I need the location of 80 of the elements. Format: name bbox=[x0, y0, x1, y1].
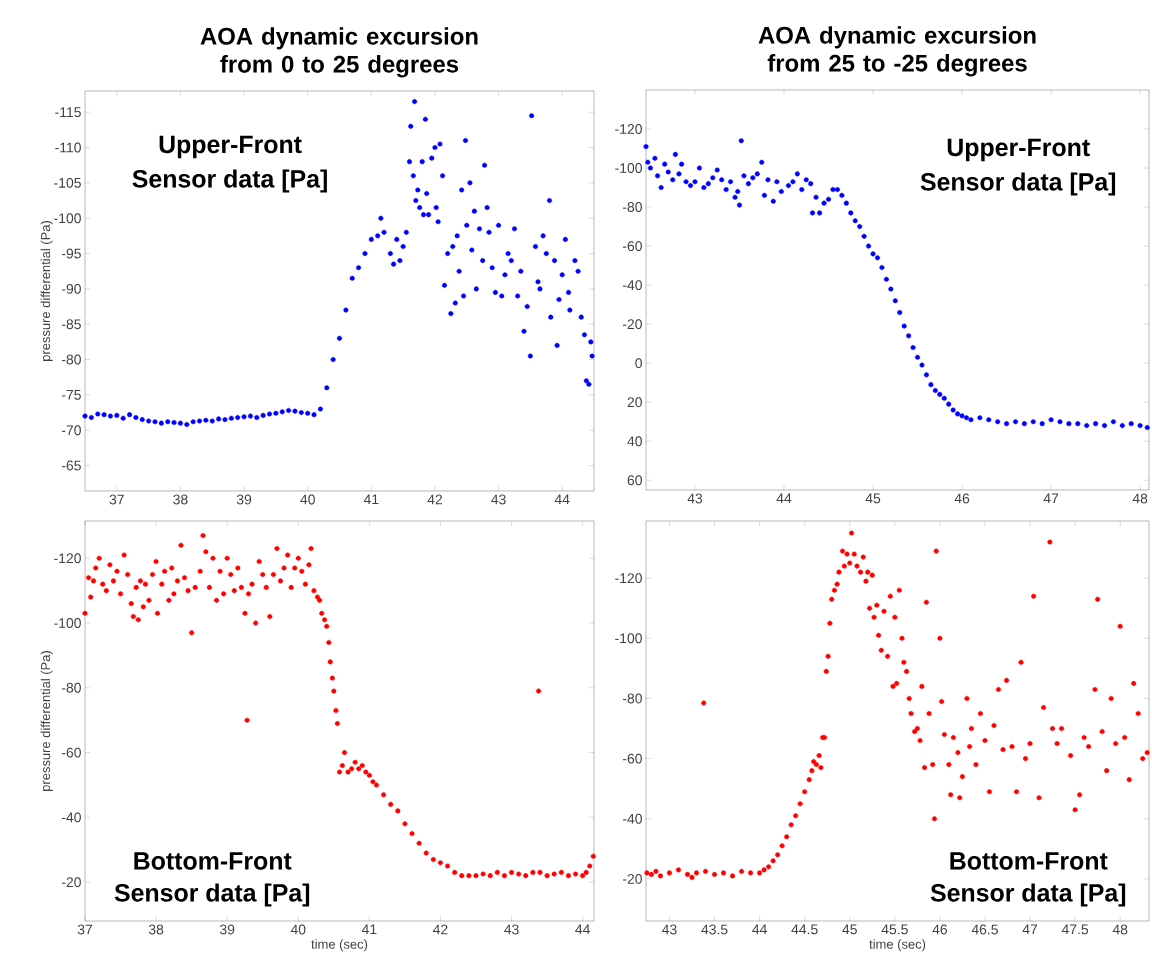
y-tick-label: -60 bbox=[622, 753, 642, 764]
y-tick-label: -20 bbox=[61, 877, 81, 888]
x-tick-label: 39 bbox=[236, 494, 252, 505]
y-tick-label: -80 bbox=[622, 693, 642, 704]
y-tick-label: -80 bbox=[61, 354, 81, 365]
y-tick-label: 40 bbox=[627, 436, 642, 447]
y-tick-label: -100 bbox=[615, 633, 642, 644]
y-tick-label: -20 bbox=[622, 319, 642, 330]
y-tick-label: -105 bbox=[54, 177, 81, 188]
annotation: Bottom-Front bbox=[950, 852, 1108, 870]
annotation: Upper-Front bbox=[159, 135, 302, 159]
x-tick-label: 38 bbox=[148, 924, 164, 935]
x-tick-label: 40 bbox=[290, 924, 306, 935]
y-tick-label: -100 bbox=[54, 213, 81, 224]
x-axis-title: time (sec) bbox=[311, 939, 368, 952]
x-tick-label: 39 bbox=[219, 924, 235, 935]
x-tick-label: 44 bbox=[554, 494, 570, 505]
y-tick-label: -40 bbox=[622, 813, 642, 824]
annotation: Sensor data [Pa] bbox=[132, 169, 327, 193]
x-tick-label: 44.5 bbox=[791, 924, 818, 935]
x-axis-title: time (sec) bbox=[869, 939, 926, 952]
y-tick-label: -95 bbox=[61, 248, 81, 259]
x-tick-label: 43 bbox=[491, 494, 506, 505]
y-tick-label: -60 bbox=[61, 747, 81, 758]
y-tick-label: -100 bbox=[54, 618, 81, 628]
x-tick-label: 43 bbox=[662, 924, 677, 935]
y-tick-label: -85 bbox=[61, 319, 81, 330]
x-tick-label: 45 bbox=[865, 493, 881, 504]
x-tick-label: 38 bbox=[173, 494, 188, 505]
y-tick-label: -115 bbox=[55, 107, 81, 118]
y-tick-label: -120 bbox=[615, 573, 642, 584]
x-tick-label: 41 bbox=[361, 924, 377, 935]
x-tick-label: 47 bbox=[1022, 924, 1038, 935]
x-tick-label: 42 bbox=[433, 924, 448, 935]
annotation: Upper-Front bbox=[947, 138, 1090, 162]
y-tick-label: -80 bbox=[622, 202, 642, 213]
x-tick-label: 45 bbox=[842, 924, 857, 935]
y-tick-label: 20 bbox=[627, 397, 642, 408]
x-tick-label: 37 bbox=[77, 924, 93, 935]
x-tick-label: 47 bbox=[1043, 493, 1059, 504]
x-tick-label: 37 bbox=[109, 494, 124, 505]
annotation: Sensor data [Pa] bbox=[930, 883, 1126, 907]
x-tick-label: 46 bbox=[932, 924, 948, 935]
x-tick-label: 44 bbox=[776, 493, 792, 504]
x-tick-label: 47.5 bbox=[1061, 924, 1089, 935]
y-tick-label: 0 bbox=[635, 358, 642, 369]
y-tick-label: -65 bbox=[61, 460, 81, 471]
x-tick-label: 41 bbox=[363, 494, 379, 505]
x-tick-label: 46.5 bbox=[971, 924, 998, 935]
y-tick-label: -120 bbox=[54, 553, 81, 564]
y-tick-label: -75 bbox=[61, 390, 81, 400]
y-tick-label: -100 bbox=[615, 163, 642, 173]
x-tick-label: 48 bbox=[1112, 924, 1128, 935]
y-tick-label: -60 bbox=[622, 241, 642, 252]
y-tick-label: -90 bbox=[61, 283, 81, 294]
x-tick-label: 48 bbox=[1132, 493, 1148, 504]
x-tick-label: 43 bbox=[504, 924, 519, 935]
x-tick-label: 40 bbox=[300, 494, 315, 505]
annotation: Sensor data [Pa] bbox=[114, 883, 310, 907]
x-tick-label: 44 bbox=[575, 924, 590, 935]
annotation: Bottom-Front bbox=[134, 852, 292, 870]
x-tick-label: 43.5 bbox=[701, 924, 728, 935]
y-tick-label: -20 bbox=[622, 873, 642, 884]
y-tick-label: 60 bbox=[627, 475, 642, 486]
y-axis-title: pressure differential (Pa) bbox=[40, 651, 53, 791]
chart-title: AOA dynamic excursion from 25 to -25 degrees bbox=[758, 26, 1036, 77]
x-tick-label: 46 bbox=[954, 493, 970, 504]
x-tick-label: 43 bbox=[687, 493, 703, 504]
y-axis-title: pressure differential (Pa) bbox=[40, 221, 53, 361]
x-tick-label: 42 bbox=[427, 494, 442, 505]
y-tick-label: -110 bbox=[55, 142, 81, 153]
x-tick-label: 45.5 bbox=[881, 924, 908, 935]
y-tick-label: -40 bbox=[622, 280, 642, 291]
y-tick-label: -120 bbox=[615, 124, 642, 134]
y-tick-label: -40 bbox=[61, 812, 81, 823]
chart-title: AOA dynamic excursion from 0 to 25 degrees bbox=[200, 27, 478, 78]
y-tick-label: -70 bbox=[61, 425, 81, 436]
y-tick-label: -80 bbox=[61, 682, 81, 693]
x-tick-label: 44 bbox=[752, 924, 767, 935]
annotation: Sensor data [Pa] bbox=[920, 172, 1116, 196]
